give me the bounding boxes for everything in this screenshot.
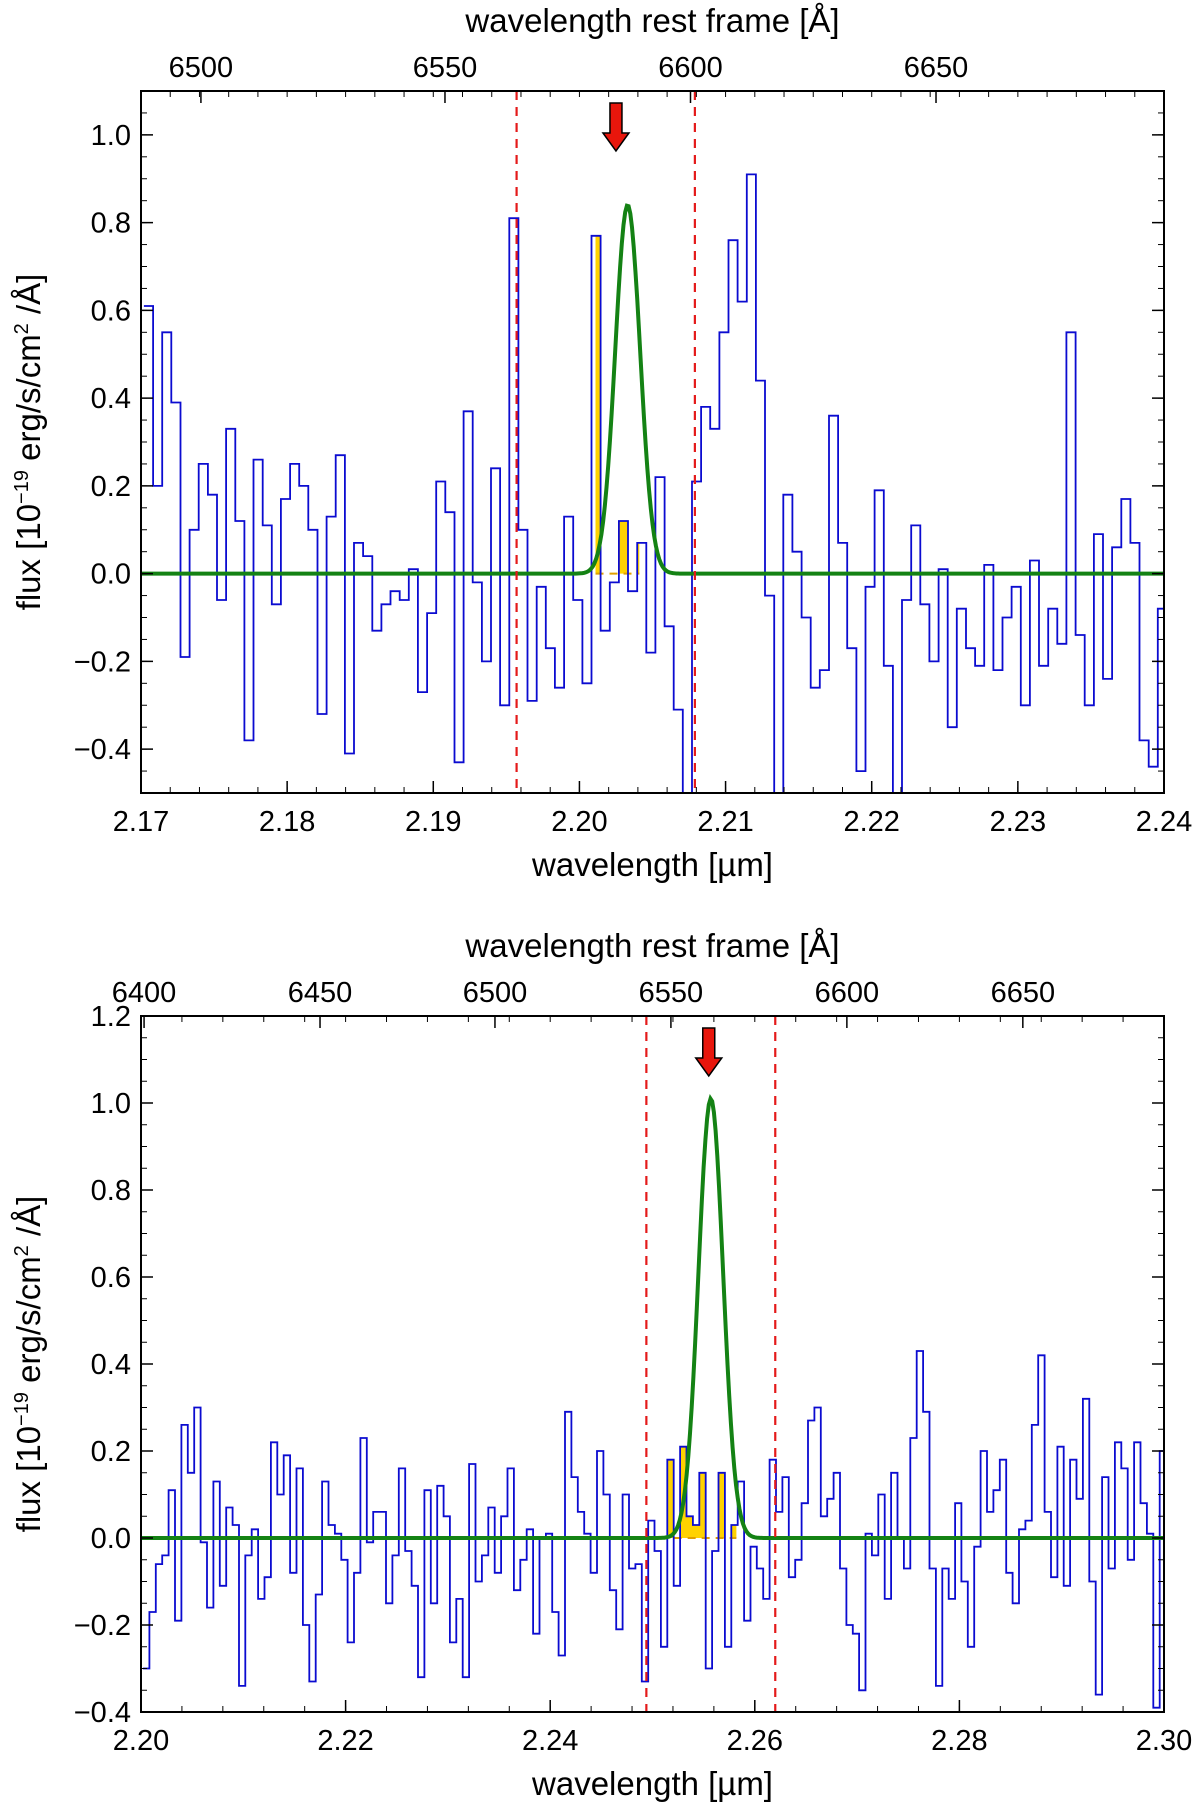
x-tick-label: 2.28 (931, 1725, 987, 1757)
top-tick-label: 6650 (991, 977, 1056, 1009)
top-tick-label: 6600 (815, 977, 880, 1009)
y-tick-label: 1.0 (91, 1088, 131, 1120)
y-axis-label: flux [10−19 erg/s/cm2 /Å] (10, 274, 47, 611)
gaussian-fit-line (141, 203, 1164, 576)
y-tick-label: −0.4 (74, 1697, 131, 1729)
x-axis-label: wavelength [µm] (531, 1765, 773, 1802)
y-tick-label: 1.2 (91, 1001, 131, 1033)
gaussian-fit-line (141, 1094, 1164, 1540)
top-tick-label: 6500 (169, 52, 234, 84)
spectrum-step-line (143, 173, 1164, 793)
x-tick-label: 2.26 (727, 1725, 783, 1757)
top-axis-label: wavelength rest frame [Å] (464, 927, 839, 964)
y-tick-label: −0.4 (74, 734, 131, 766)
x-tick-label: 2.18 (259, 806, 315, 838)
top-tick-label: 6550 (639, 977, 704, 1009)
y-tick-label: 0.8 (91, 1175, 131, 1207)
top-tick-label: 6550 (413, 52, 478, 84)
y-label-part: /Å] (10, 274, 47, 324)
top-axis-label: wavelength rest frame [Å] (464, 2, 839, 39)
plot-frame (140, 1015, 1165, 1713)
panel-2: 2.20 2.22 2.24 2.26 2.28 2.30 −0.4 −0.2 0.0 0.2 0.… (10, 927, 1192, 1802)
y-label-exponent: 2 (11, 323, 33, 334)
y-tick-label: 0.0 (91, 1523, 131, 1555)
x-tick-label: 2.19 (405, 806, 461, 838)
y-axis-label: flux [10−19 erg/s/cm2 /Å] (10, 1196, 47, 1533)
top-tick-label: 6600 (658, 52, 723, 84)
y-tick-label: −0.2 (74, 1610, 131, 1642)
y-tick-label: 0.8 (91, 208, 131, 240)
y-tick-label: 0.2 (91, 1436, 131, 1468)
y-label-part: erg/s/cm (10, 334, 47, 470)
panel-1: 2.17 2.18 2.19 2.20 2.21 2.22 2.23 2.24 −0.4 −0.2… (10, 2, 1192, 883)
y-label-exponent: −19 (11, 1392, 33, 1426)
y-tick-label: −0.2 (74, 646, 131, 678)
x-tick-label: 2.22 (843, 806, 899, 838)
top-tick-label: 6500 (463, 977, 528, 1009)
x-tick-label: 2.17 (113, 806, 169, 838)
x-tick-label: 2.20 (551, 806, 607, 838)
x-tick-label: 2.24 (1136, 806, 1192, 838)
x-tick-label: 2.30 (1136, 1725, 1192, 1757)
y-tick-label: 0.4 (91, 1349, 131, 1381)
spectrum-step-line (143, 1350, 1164, 1709)
y-tick-label: 0.4 (91, 383, 131, 415)
top-tick-label: 6400 (112, 977, 177, 1009)
y-label-exponent: 2 (11, 1245, 33, 1256)
x-tick-label: 2.20 (113, 1725, 169, 1757)
x-tick-label: 2.23 (990, 806, 1046, 838)
x-tick-label: 2.24 (522, 1725, 578, 1757)
top-tick-label: 6650 (904, 52, 969, 84)
y-label-part: flux [10 (10, 1426, 47, 1532)
line-position-arrow (601, 102, 631, 153)
y-tick-label: 0.6 (91, 1262, 131, 1294)
x-tick-label: 2.21 (697, 806, 753, 838)
y-tick-label: 0.2 (91, 471, 131, 503)
x-axis-label: wavelength [µm] (531, 846, 773, 883)
x-tick-label: 2.22 (317, 1725, 373, 1757)
plot-frame (140, 90, 1165, 794)
y-tick-label: 0.0 (91, 559, 131, 591)
y-label-exponent: −19 (11, 470, 33, 504)
y-label-part: flux [10 (10, 504, 47, 610)
line-position-arrow (694, 1027, 724, 1078)
y-tick-label: 1.0 (91, 120, 131, 152)
y-label-part: erg/s/cm (10, 1256, 47, 1392)
top-tick-label: 6450 (288, 977, 353, 1009)
y-label-part: /Å] (10, 1196, 47, 1246)
y-tick-label: 0.6 (91, 295, 131, 327)
